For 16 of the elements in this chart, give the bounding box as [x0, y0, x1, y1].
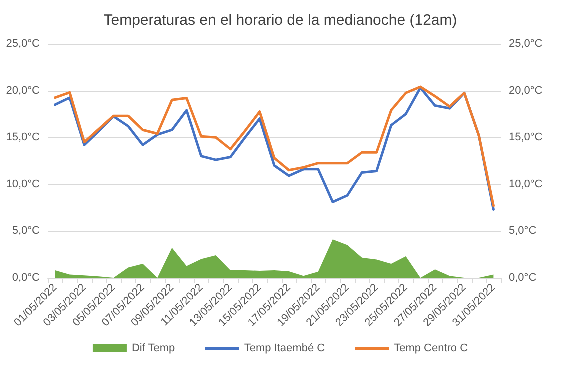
- legend-label: Dif Temp: [132, 342, 176, 354]
- legend-label: Temp Centro C: [394, 342, 468, 354]
- y-tick-label: 15,0°C: [6, 132, 40, 144]
- y2-tick-label: 5,0°C: [509, 225, 537, 238]
- chart-title: Temperaturas en el horario de la medianoche (12am): [104, 12, 458, 29]
- y-tick-label: 10,0°C: [6, 178, 40, 190]
- y-tick-label: 0,0°C: [12, 272, 40, 284]
- y2-tick-label: 15,0°C: [509, 132, 543, 144]
- y2-tick-label: 10,0°C: [509, 178, 543, 190]
- y-tick-label: 5,0°C: [12, 225, 40, 238]
- legend-label: Temp Itaembé C: [244, 342, 326, 354]
- y-tick-label: 25,0°C: [6, 38, 40, 50]
- y2-tick-label: 0,0°C: [509, 272, 537, 284]
- y2-tick-label: 25,0°C: [509, 38, 543, 50]
- y-tick-label: 20,0°C: [6, 84, 40, 97]
- y2-tick-label: 20,0°C: [509, 84, 543, 97]
